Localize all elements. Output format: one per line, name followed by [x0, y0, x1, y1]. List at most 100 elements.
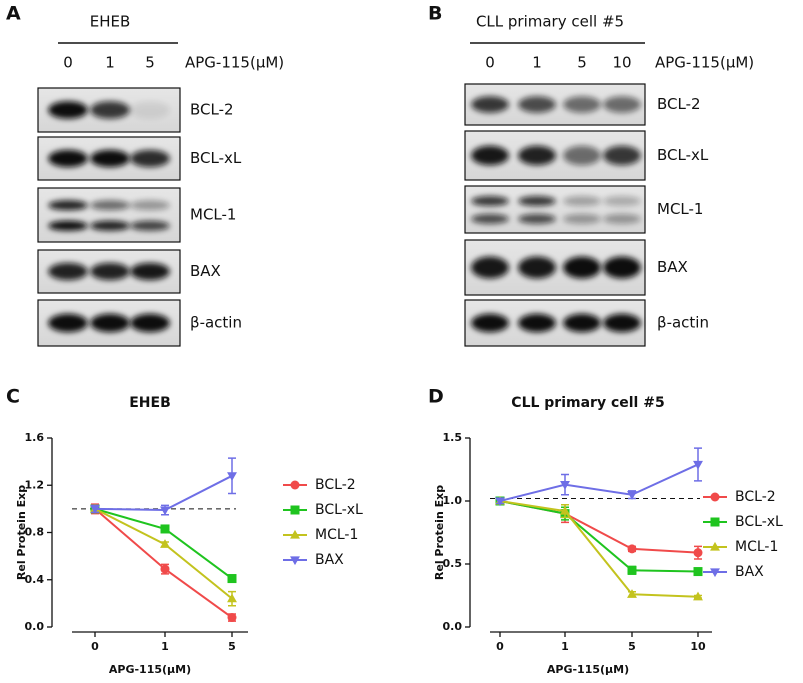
protein-band [471, 256, 509, 279]
legend-marker [290, 556, 300, 566]
protein-band [603, 96, 641, 113]
x-tick-label: 1 [161, 640, 169, 653]
panel-label: A [6, 3, 21, 25]
marker [693, 460, 703, 470]
treatment-label: APG-115(μM) [655, 54, 754, 72]
legend-label: MCL-1 [735, 539, 778, 555]
protein-band [48, 101, 88, 119]
y-tick-label: 0.0 [25, 620, 45, 633]
protein-band [563, 213, 601, 224]
marker [227, 613, 237, 623]
protein-band [471, 145, 509, 166]
marker [560, 481, 570, 490]
y-tick-label: 1.5 [443, 431, 463, 444]
protein-band [90, 220, 130, 231]
y-axis-label: Rel Protein Exp [433, 485, 446, 580]
x-tick-label: 1 [561, 640, 569, 653]
marker [560, 505, 570, 515]
marker [627, 544, 637, 554]
protein-band [563, 196, 601, 207]
panel-label: B [428, 3, 442, 25]
blot-title: EHEB [90, 13, 131, 31]
lane-label: 5 [145, 54, 155, 72]
protein-band [603, 213, 641, 224]
marker [160, 539, 170, 548]
marker [90, 505, 100, 515]
lane-label: 1 [105, 54, 115, 72]
blot-membrane [464, 185, 646, 234]
protein-label: BAX [657, 258, 688, 276]
marker [693, 567, 703, 577]
x-tick-label: 10 [690, 640, 706, 653]
chart-title: EHEB [129, 395, 171, 411]
legend-marker [710, 568, 720, 578]
blot-membrane [37, 187, 181, 243]
protein-band [518, 96, 556, 113]
marker [227, 593, 237, 603]
series-line [499, 500, 699, 554]
marker [227, 574, 237, 584]
protein-band [130, 313, 170, 333]
legend-marker [710, 492, 720, 502]
protein-band [90, 101, 130, 119]
y-tick-label: 1.0 [443, 494, 463, 507]
legend-marker [710, 541, 720, 551]
marker [160, 564, 170, 574]
legend-marker [290, 505, 300, 515]
protein-band [130, 101, 170, 119]
protein-label: MCL-1 [657, 200, 703, 218]
protein-band [518, 213, 556, 224]
y-tick-label: 1.2 [25, 478, 45, 491]
lane-label: 0 [63, 54, 73, 72]
protein-band [130, 200, 170, 211]
marker [495, 497, 505, 507]
x-axis-label: APG-115(μM) [547, 663, 629, 676]
protein-band [603, 145, 641, 166]
legend-marker [710, 517, 720, 527]
protein-band [471, 96, 509, 113]
protein-band [603, 256, 641, 279]
protein-band [603, 313, 641, 333]
protein-label: BCL-xL [657, 146, 709, 164]
panel-label: C [6, 386, 20, 408]
lane-label: 0 [485, 54, 495, 72]
protein-band [90, 200, 130, 211]
marker [160, 506, 170, 516]
protein-band [48, 313, 88, 333]
protein-band [518, 313, 556, 333]
legend-marker [290, 480, 300, 490]
treatment-label: APG-115(μM) [185, 54, 284, 72]
series-line [94, 507, 233, 600]
protein-label: MCL-1 [190, 206, 236, 224]
blot-title: CLL primary cell #5 [476, 13, 624, 31]
protein-band [48, 200, 88, 211]
protein-band [48, 149, 88, 168]
marker [160, 524, 170, 534]
protein-band [471, 213, 509, 224]
marker [227, 472, 237, 481]
legend-label: BCL-2 [315, 477, 356, 493]
marker [627, 565, 637, 575]
legend-marker [290, 529, 300, 539]
marker [693, 548, 703, 558]
marker [627, 589, 637, 598]
protein-label: BAX [190, 262, 221, 280]
series-line [499, 500, 699, 598]
y-tick-label: 0.0 [443, 620, 463, 633]
protein-band [563, 145, 601, 166]
protein-band [603, 196, 641, 207]
legend-label: BAX [315, 552, 344, 568]
protein-band [130, 262, 170, 281]
x-tick-label: 0 [91, 640, 99, 653]
x-tick-label: 5 [228, 640, 236, 653]
y-axis-label: Rel Protein Exp [15, 485, 28, 580]
panel-label: D [428, 386, 444, 408]
protein-band [471, 196, 509, 207]
protein-label: β-actin [657, 314, 709, 332]
legend-label: BCL-xL [315, 502, 363, 518]
protein-band [563, 256, 601, 279]
marker [693, 591, 703, 601]
legend-label: BAX [735, 564, 764, 580]
x-axis-label: APG-115(μM) [109, 663, 191, 676]
y-tick-label: 0.5 [443, 557, 463, 570]
